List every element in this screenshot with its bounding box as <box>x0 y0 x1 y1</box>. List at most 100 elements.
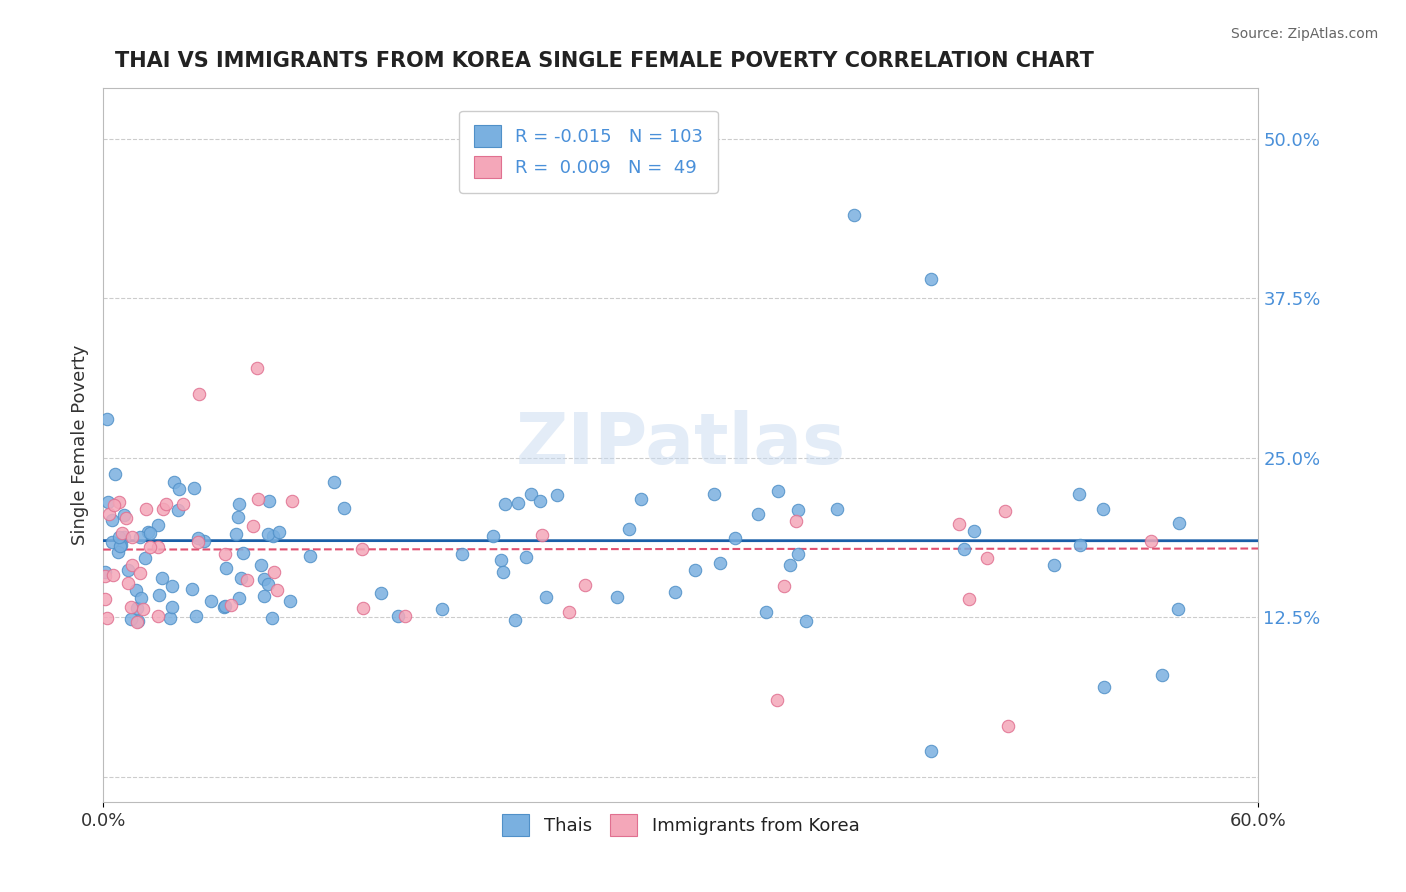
Point <box>152 502 174 516</box>
Point <box>394 609 416 624</box>
Point <box>997 719 1019 733</box>
Point <box>755 605 778 619</box>
Point <box>225 526 247 541</box>
Legend: Thais, Immigrants from Korea: Thais, Immigrants from Korea <box>495 806 866 843</box>
Point <box>101 534 124 549</box>
Point <box>121 530 143 544</box>
Point <box>228 591 250 605</box>
Point <box>96 610 118 624</box>
Point <box>103 567 125 582</box>
Point <box>794 615 817 629</box>
Point <box>187 535 209 549</box>
Point <box>350 542 373 557</box>
Y-axis label: Single Female Poverty: Single Female Poverty <box>72 344 89 545</box>
Point <box>159 611 181 625</box>
Point <box>786 547 808 561</box>
Point <box>1067 487 1090 501</box>
Point <box>97 495 120 509</box>
Point <box>546 488 568 502</box>
Point <box>146 517 169 532</box>
Point <box>246 492 269 507</box>
Point <box>188 387 211 401</box>
Point <box>215 560 238 574</box>
Point <box>322 475 344 489</box>
Point <box>630 491 652 506</box>
Point <box>110 526 132 541</box>
Point <box>785 514 807 528</box>
Point <box>1043 558 1066 572</box>
Point <box>976 550 998 565</box>
Point <box>127 615 149 629</box>
Point <box>180 582 202 596</box>
Point <box>169 482 191 496</box>
Point <box>139 540 162 554</box>
Text: Source: ZipAtlas.com: Source: ZipAtlas.com <box>1230 27 1378 41</box>
Point <box>257 527 280 541</box>
Point <box>842 208 865 222</box>
Point <box>219 598 242 612</box>
Point <box>253 572 276 586</box>
Point <box>299 549 322 564</box>
Point <box>664 585 686 599</box>
Point <box>94 565 117 579</box>
Point <box>134 551 156 566</box>
Point <box>430 602 453 616</box>
Point <box>825 501 848 516</box>
Point <box>1069 538 1091 552</box>
Point <box>747 507 769 521</box>
Point <box>766 693 789 707</box>
Point <box>779 558 801 572</box>
Point <box>451 547 474 561</box>
Point <box>920 272 942 286</box>
Point <box>167 502 190 516</box>
Point <box>606 590 628 604</box>
Point <box>120 612 142 626</box>
Point <box>94 591 117 606</box>
Point <box>503 613 526 627</box>
Point <box>257 494 280 508</box>
Point <box>135 502 157 516</box>
Point <box>148 609 170 624</box>
Point <box>129 591 152 606</box>
Point <box>558 606 581 620</box>
Point <box>724 531 747 545</box>
Point <box>150 571 173 585</box>
Point <box>183 481 205 495</box>
Point <box>235 574 257 588</box>
Point <box>787 503 810 517</box>
Point <box>262 529 284 543</box>
Point <box>266 582 288 597</box>
Point <box>128 566 150 580</box>
Point <box>121 558 143 572</box>
Point <box>352 601 374 615</box>
Point <box>280 493 302 508</box>
Point <box>120 599 142 614</box>
Point <box>114 508 136 522</box>
Point <box>1140 534 1163 549</box>
Point <box>529 493 551 508</box>
Point <box>125 600 148 615</box>
Point <box>534 590 557 604</box>
Point <box>193 533 215 548</box>
Point <box>148 588 170 602</box>
Point <box>214 599 236 613</box>
Point <box>232 546 254 560</box>
Point <box>214 547 236 561</box>
Point <box>519 486 541 500</box>
Point <box>492 565 515 579</box>
Point <box>200 594 222 608</box>
Point <box>494 497 516 511</box>
Point <box>104 467 127 481</box>
Point <box>994 504 1017 518</box>
Point <box>709 557 731 571</box>
Point <box>136 524 159 539</box>
Point <box>228 510 250 524</box>
Point <box>256 577 278 591</box>
Point <box>117 563 139 577</box>
Point <box>162 578 184 592</box>
Point <box>163 475 186 490</box>
Point <box>125 615 148 630</box>
Point <box>619 522 641 536</box>
Point <box>260 611 283 625</box>
Point <box>515 549 537 564</box>
